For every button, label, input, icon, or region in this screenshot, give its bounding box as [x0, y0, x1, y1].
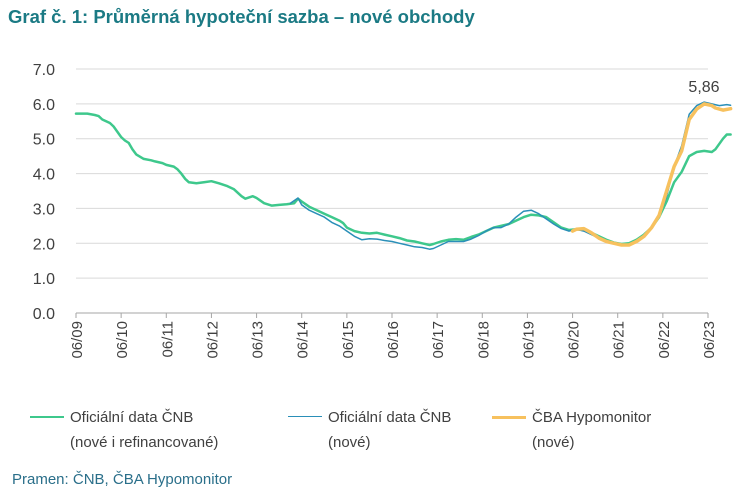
legend-swatch-cnb-new [288, 416, 322, 417]
legend-label-line1: Oficiální data ČNB [328, 409, 452, 426]
x-tick-label: 06/15 [340, 321, 357, 359]
series-line [74, 112, 732, 247]
x-tick-label: 06/13 [250, 321, 267, 359]
axes: 7.0 6.0 5.0 4.0 3.0 2.0 1.0 0.0 06/09 06/10 06/11 0… [33, 62, 718, 359]
legend-label-line2: (nové) [532, 434, 575, 451]
x-tick-label: 06/21 [611, 321, 628, 359]
y-tick-label: 7.0 [33, 62, 55, 79]
y-tick-label: 3.0 [33, 201, 55, 218]
y-tick-label: 4.0 [33, 167, 55, 184]
x-tick-label: 06/09 [69, 321, 86, 359]
y-tick-label: 6.0 [33, 97, 55, 114]
legend-swatch-cba [492, 416, 526, 419]
y-tick-label: 0.0 [33, 306, 55, 323]
y-tick-label: 2.0 [33, 236, 55, 253]
x-tick-label: 06/10 [114, 321, 131, 359]
source-note: Pramen: ČNB, ČBA Hypomonitor [12, 471, 233, 488]
series-lines [74, 101, 733, 250]
x-tick-label: 06/11 [159, 321, 176, 357]
series-line [570, 102, 733, 247]
chart-title: Graf č. 1: Průměrná hypoteční sazba – no… [8, 6, 475, 27]
series-line [289, 101, 732, 250]
x-tick-label: 06/14 [295, 321, 312, 359]
y-tick-label: 1.0 [33, 271, 55, 288]
x-tick-label: 06/23 [701, 321, 718, 359]
x-tick-label: 06/17 [430, 321, 447, 359]
legend-swatch-cnb-all [30, 416, 64, 418]
legend-label-line1: Oficiální data ČNB [70, 409, 194, 426]
x-tick-label: 06/20 [566, 321, 583, 359]
x-tick-label: 06/18 [475, 321, 492, 359]
y-tick-label: 5.0 [33, 132, 55, 149]
x-tick-label: 06/12 [204, 321, 221, 359]
gridlines [76, 68, 708, 314]
x-tick-label: 06/19 [520, 321, 537, 359]
legend-label-line2: (nové) [328, 434, 371, 451]
annotation-label: 5,86 [688, 79, 719, 96]
x-tick-label: 06/22 [656, 321, 673, 359]
legend-label-line1: ČBA Hypomonitor [532, 409, 652, 426]
x-tick-label: 06/16 [385, 321, 402, 359]
legend-label-line2: (nové i refinancované) [70, 434, 219, 451]
